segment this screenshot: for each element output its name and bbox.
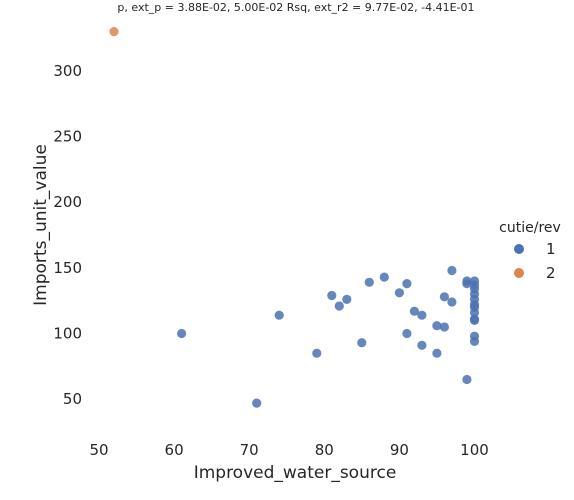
data-point-series-1-15 — [417, 340, 427, 350]
x-tick-label-80: 80 — [315, 441, 334, 459]
data-point-series-1-36 — [469, 336, 480, 346]
data-point-series-1-32 — [469, 307, 480, 318]
data-point-series-1-11 — [402, 279, 412, 289]
chart-title: p, ext_p = 3.88E-02, 5.00E-02 Rsq, ext_r… — [117, 1, 474, 14]
x-tick-label-70: 70 — [240, 441, 259, 459]
x-tick-label-100: 100 — [460, 441, 489, 459]
data-point-series-1-6 — [342, 294, 352, 304]
y-tick-label-300: 300 — [53, 62, 82, 80]
data-point-series-1-23 — [462, 279, 472, 289]
data-point-series-1-7 — [357, 338, 367, 348]
data-point-series-1-13 — [409, 306, 419, 316]
y-tick-label-150: 150 — [53, 259, 82, 277]
data-point-series-1-24 — [462, 374, 472, 385]
y-tick-label-100: 100 — [53, 325, 82, 343]
data-point-series-2-0 — [109, 27, 119, 37]
data-point-series-1-9 — [379, 272, 389, 282]
y-tick-label-50: 50 — [63, 390, 82, 408]
legend-title: cutie/rev — [499, 220, 561, 236]
data-point-series-1-5 — [334, 301, 344, 311]
data-point-series-1-19 — [439, 322, 449, 332]
x-axis-label: Improved_water_source — [194, 463, 397, 483]
data-point-series-1-1 — [252, 398, 262, 408]
data-point-series-1-16 — [432, 321, 442, 331]
legend-label-1: 1 — [546, 240, 556, 258]
x-tick-label-60: 60 — [165, 441, 184, 459]
data-point-series-1-4 — [327, 290, 337, 301]
legend-marker-2 — [514, 268, 524, 278]
data-point-series-1-2 — [274, 310, 284, 320]
data-point-series-1-18 — [439, 292, 449, 302]
data-point-series-1-3 — [312, 348, 322, 358]
data-point-series-1-20 — [447, 265, 457, 276]
legend-label-2: 2 — [546, 264, 556, 282]
data-point-series-1-0 — [177, 328, 187, 339]
data-point-series-1-10 — [394, 288, 404, 298]
data-point-series-1-12 — [402, 328, 412, 339]
data-point-series-1-14 — [417, 310, 427, 320]
legend: cutie/rev 1 2 — [499, 220, 561, 282]
data-point-series-1-34 — [469, 315, 480, 325]
points-layer — [109, 27, 480, 408]
x-axis-ticks: 50 60 70 80 90 100 — [89, 441, 488, 459]
x-tick-label-50: 50 — [89, 441, 108, 459]
x-tick-label-90: 90 — [390, 441, 409, 459]
y-axis-ticks: 50 100 150 200 250 300 — [53, 62, 82, 408]
data-point-series-1-8 — [364, 277, 374, 287]
y-tick-label-200: 200 — [53, 193, 82, 211]
y-tick-label-250: 250 — [53, 128, 82, 146]
legend-marker-1 — [514, 244, 524, 254]
y-axis-label: Imports_unit_value — [31, 144, 51, 306]
data-point-series-1-21 — [447, 297, 457, 307]
data-point-series-1-17 — [432, 348, 442, 358]
